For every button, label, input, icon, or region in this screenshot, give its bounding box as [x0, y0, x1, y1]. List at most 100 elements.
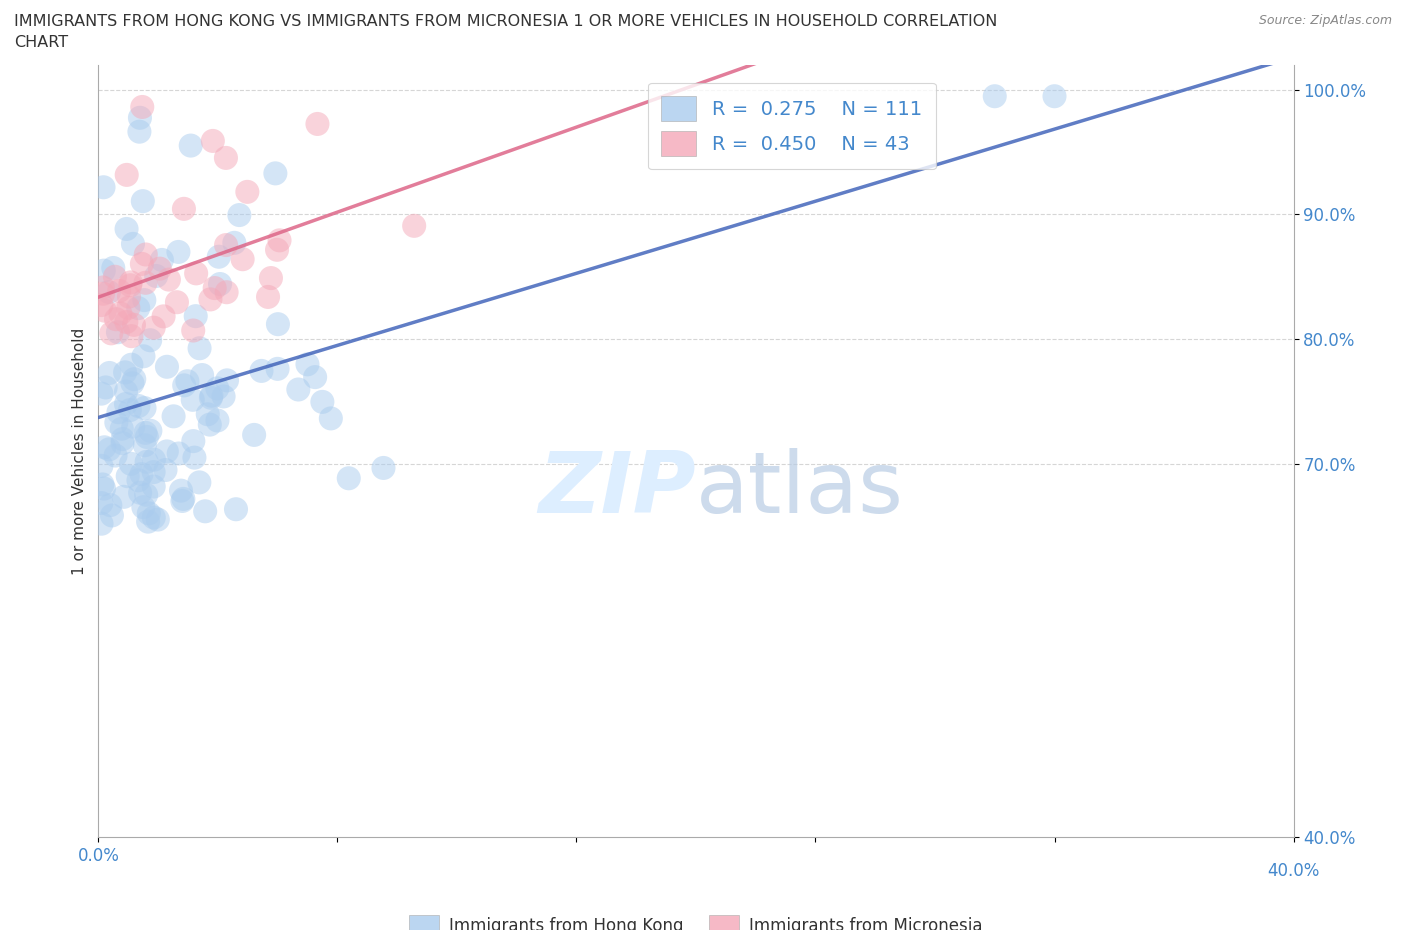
Point [142, 479, 165, 494]
Point [142, 320, 165, 335]
Point [200, 388, 222, 403]
Point [208, 249, 231, 264]
Point [149, 261, 172, 276]
Point [104, 448, 127, 463]
Point [117, 469, 139, 484]
Point [266, 243, 288, 258]
Point [91, 477, 114, 492]
Point [200, 292, 222, 307]
Point [132, 499, 155, 514]
Point [104, 270, 127, 285]
Point [135, 425, 157, 440]
Point [142, 465, 165, 480]
Point [90, 516, 112, 531]
Point [134, 293, 156, 308]
Point [120, 278, 142, 293]
Point [115, 384, 138, 399]
Point [134, 438, 156, 453]
Point [115, 167, 138, 182]
Point [207, 381, 229, 396]
Text: CHART: CHART [14, 35, 67, 50]
Point [98, 365, 121, 380]
Point [172, 491, 194, 506]
Point [135, 247, 157, 262]
Point [122, 236, 145, 251]
Point [120, 357, 142, 372]
Point [127, 472, 149, 487]
Text: Source: ZipAtlas.com: Source: ZipAtlas.com [1258, 14, 1392, 27]
Text: 40.0%: 40.0% [1267, 862, 1320, 880]
Point [129, 485, 152, 500]
Point [94, 380, 117, 395]
Point [228, 207, 250, 222]
Point [194, 504, 217, 519]
Point [232, 252, 254, 267]
Point [311, 394, 333, 409]
Point [197, 406, 219, 421]
Point [122, 419, 145, 434]
Point [105, 415, 128, 430]
Point [135, 455, 157, 470]
Point [135, 430, 157, 445]
Point [94, 303, 117, 318]
Point [105, 312, 128, 326]
Point [183, 450, 205, 465]
Point [212, 389, 235, 404]
Point [269, 232, 291, 247]
Point [152, 309, 174, 324]
Point [131, 257, 153, 272]
Point [250, 364, 273, 379]
Point [173, 378, 195, 392]
Point [112, 489, 135, 504]
Point [146, 512, 169, 527]
Point [90, 386, 112, 401]
Point [91, 280, 114, 295]
Point [156, 359, 179, 374]
Point [129, 111, 152, 126]
Point [118, 289, 141, 304]
Point [93, 481, 115, 496]
Point [122, 317, 145, 332]
Point [287, 382, 309, 397]
Point [145, 269, 167, 284]
Point [207, 413, 229, 428]
Point [319, 411, 342, 426]
Point [984, 88, 1007, 103]
Point [264, 166, 287, 180]
Point [186, 266, 208, 281]
Point [1043, 88, 1066, 103]
Point [115, 396, 138, 411]
Point [111, 436, 134, 451]
Point [122, 372, 145, 387]
Legend: Immigrants from Hong Kong, Immigrants from Micronesia: Immigrants from Hong Kong, Immigrants fr… [401, 907, 991, 930]
Point [132, 193, 155, 208]
Y-axis label: 1 or more Vehicles in Household: 1 or more Vehicles in Household [72, 327, 87, 575]
Point [111, 421, 134, 436]
Point [170, 484, 193, 498]
Point [120, 457, 142, 472]
Point [90, 458, 112, 473]
Point [100, 326, 122, 340]
Point [225, 502, 247, 517]
Point [111, 432, 134, 446]
Point [166, 295, 188, 310]
Point [127, 399, 149, 414]
Point [121, 376, 143, 391]
Text: atlas: atlas [696, 448, 904, 531]
Point [337, 471, 360, 485]
Point [155, 462, 177, 477]
Text: ZIP: ZIP [538, 448, 696, 531]
Point [115, 314, 138, 329]
Point [209, 276, 232, 291]
Point [118, 403, 141, 418]
Point [131, 467, 153, 482]
Point [120, 275, 142, 290]
Text: IMMIGRANTS FROM HONG KONG VS IMMIGRANTS FROM MICRONESIA 1 OR MORE VEHICLES IN HO: IMMIGRANTS FROM HONG KONG VS IMMIGRANTS … [14, 14, 997, 29]
Point [266, 362, 288, 377]
Point [172, 494, 194, 509]
Point [97, 285, 120, 299]
Point [139, 423, 162, 438]
Point [181, 392, 204, 407]
Point [215, 373, 238, 388]
Point [304, 369, 326, 384]
